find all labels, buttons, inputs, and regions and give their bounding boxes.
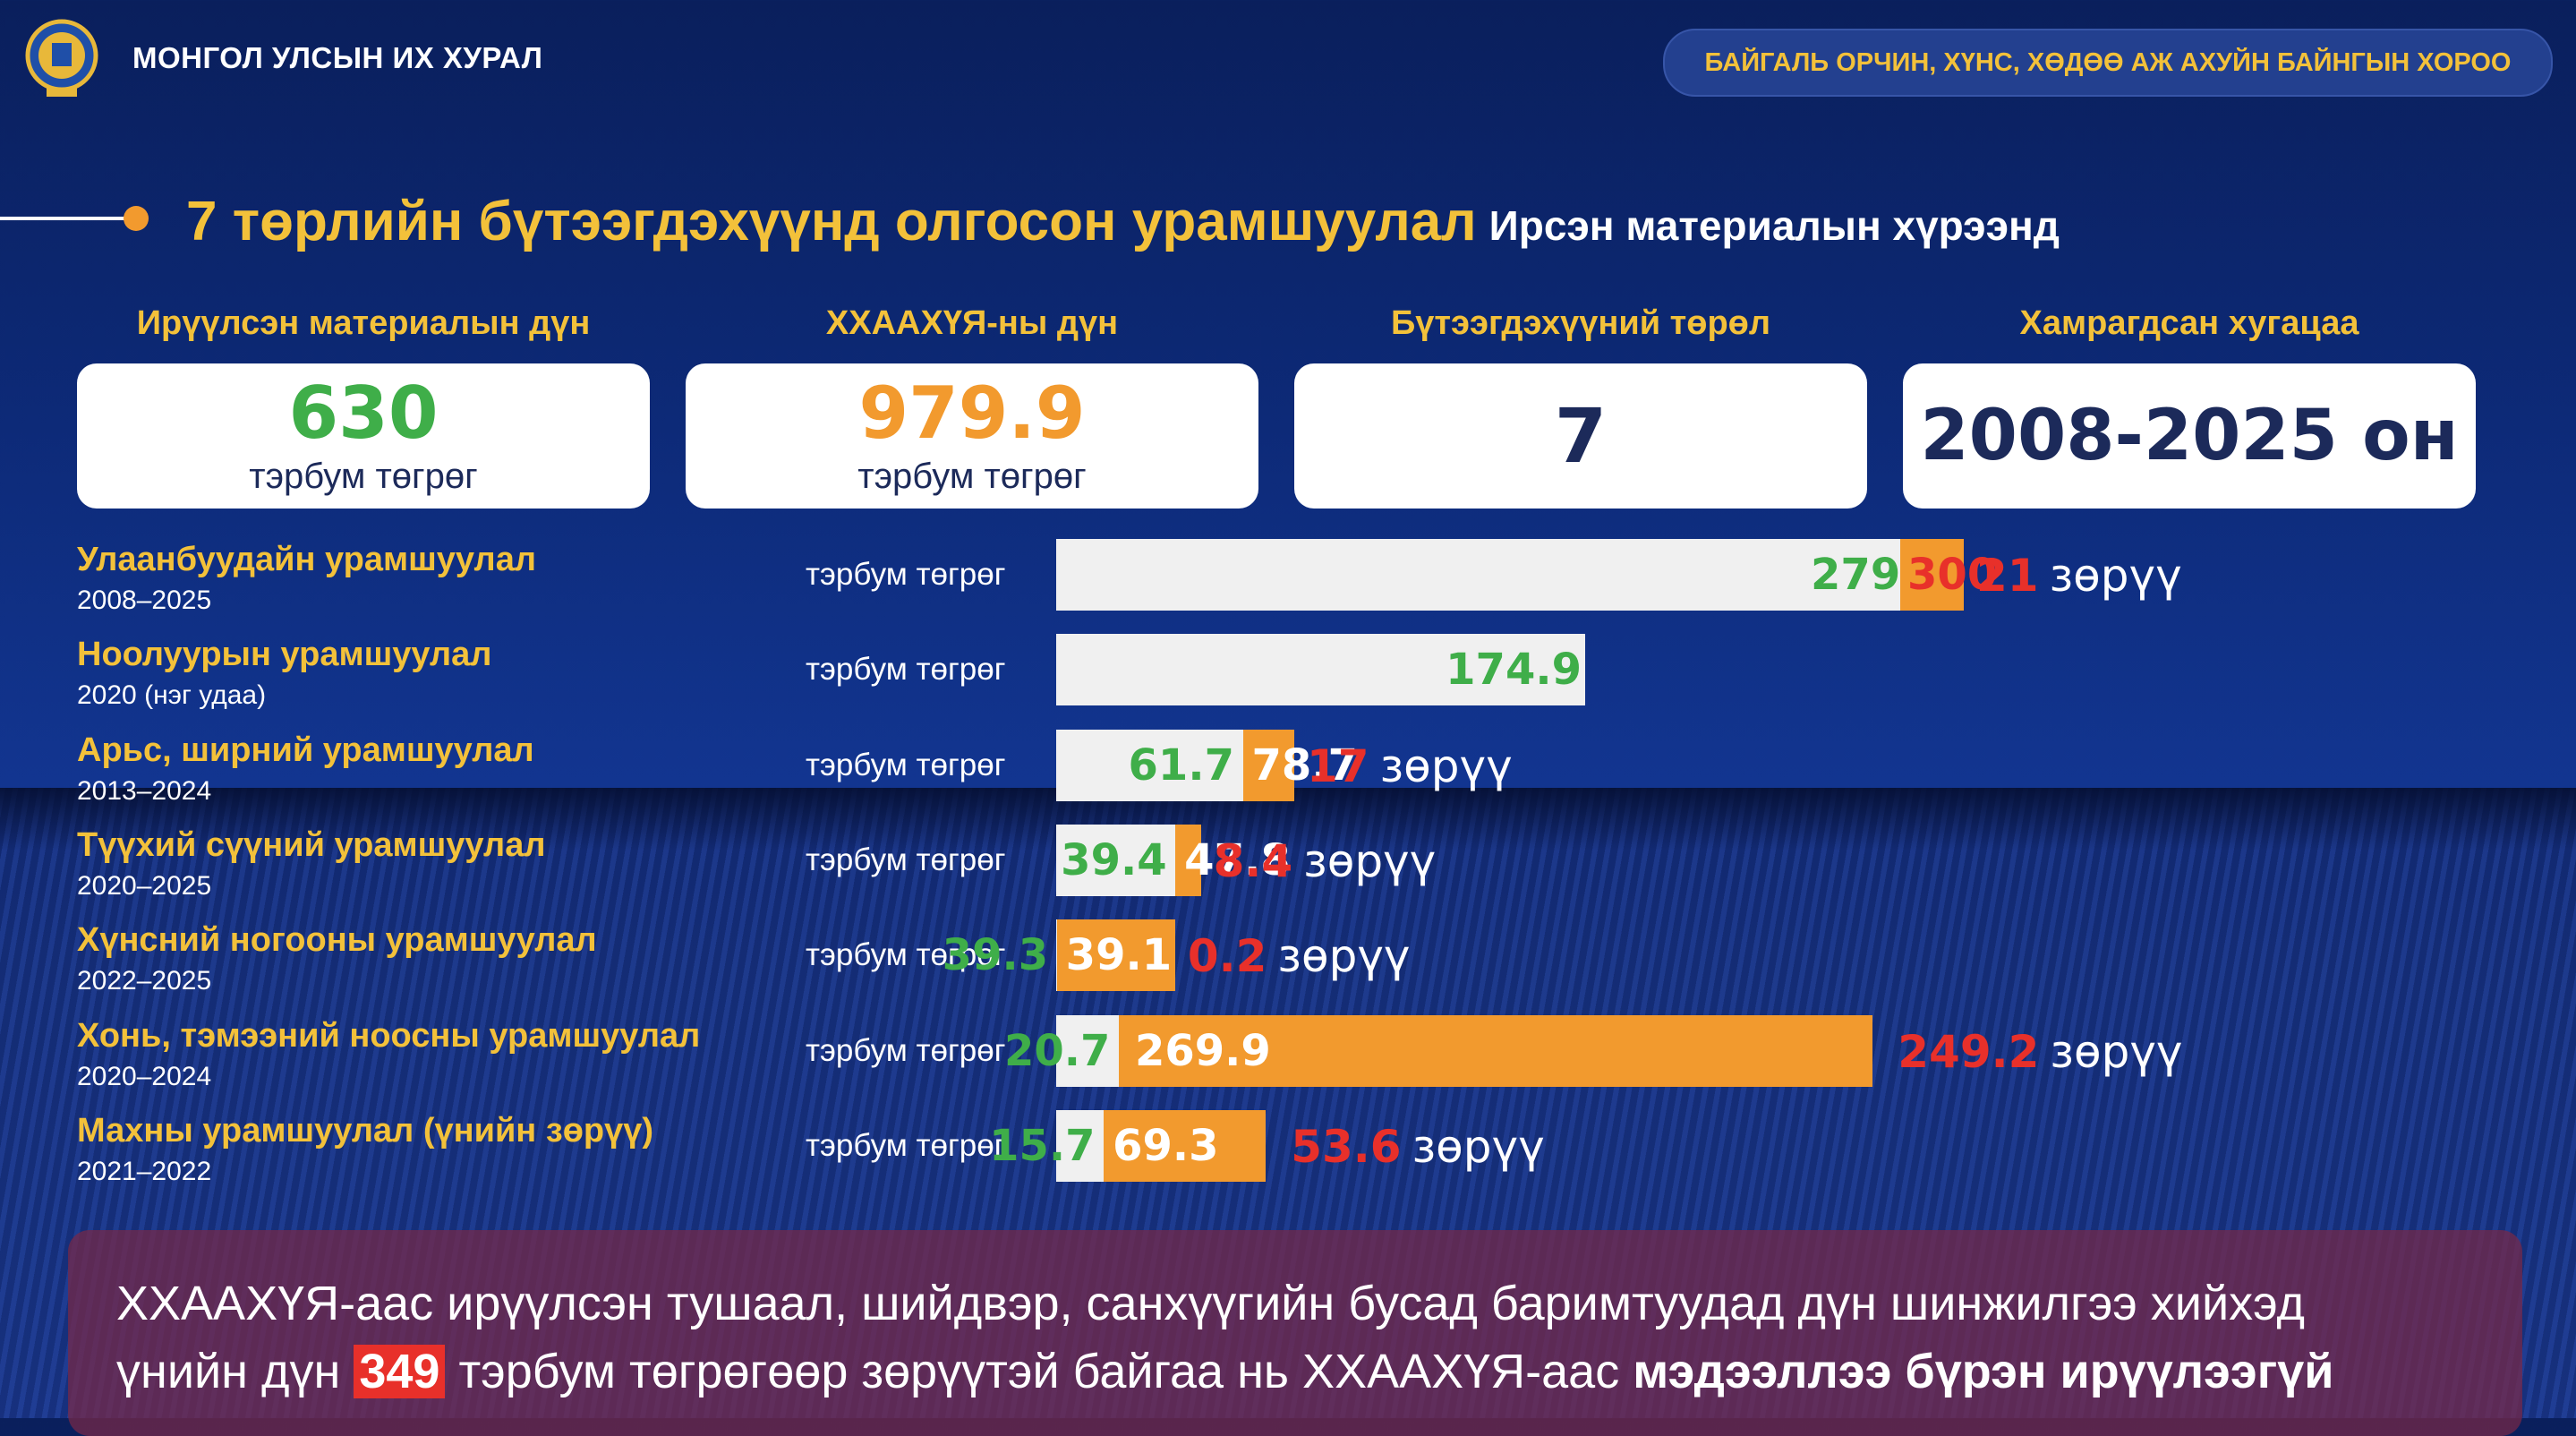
state-emblem-icon [25,19,98,97]
row-unit-label: тэрбум төгрөг [806,652,1006,688]
row-period: 2020–2025 [77,870,212,901]
row-period: 2013–2024 [77,775,212,806]
difference-value: 0.2 [1187,930,1267,983]
difference-word: зөрүү [2049,550,2182,602]
row-name: Ноолуурын урамшуулал [77,636,492,674]
bar-value-submitted: 39.4 [1061,834,1167,885]
bar-track [1056,634,1586,706]
bar-value-submitted: 279 [1811,550,1901,600]
difference-word: зөрүү [1277,930,1411,983]
row-unit-label: тэрбум төгрөг [806,1127,1006,1163]
difference-label: 0.2 зөрүү [1188,930,1411,982]
kpi-value-submitted: 630 [288,372,439,455]
page-title-main: 7 төрлийн бүтээгдэхүүнд олгосон урамшуул… [186,191,1477,252]
bar-value-ministry: 300 [1907,550,1998,600]
conclusion-text: ХХААХҮЯ-аас ирүүлсэн тушаал, шийдвэр, са… [116,1269,2533,1406]
row-name: Хүнсний ногооны урамшуулал [77,921,597,960]
kpi-label-ministry: ХХААХҮЯ-ны дүн [825,304,1119,342]
bar-value-ministry: 47.8 [1184,834,1291,885]
bar-value-submitted: 15.7 [989,1120,1096,1171]
row-unit-label: тэрбум төгрөг [806,937,1006,973]
kpi-card-period: 2008-2025 он [1903,363,2476,509]
page-title-sub: Ирсэн материалын хүрээнд [1488,202,2060,249]
bar-segment-ministry [1175,824,1201,896]
row-unit-label: тэрбум төгрөг [806,1032,1006,1068]
kpi-card-submitted: 630 тэрбум төгрөг [77,363,650,509]
kpi-value-period: 2008-2025 он [1920,396,2459,476]
kpi-label-submitted: Ирүүлсэн материалын дүн [136,304,591,342]
kpi-label-product-types: Бүтээгдэхүүний төрөл [1390,304,1771,342]
bar-value-submitted: 174.9 [1446,645,1582,696]
difference-value: 17 [1307,739,1369,792]
bar-segment-ministry [1900,539,1964,611]
bar-value-submitted: 20.7 [1003,1025,1111,1076]
committee-badge: БАЙГАЛЬ ОРЧИН, ХҮНС, ХӨДӨӨ АЖ АХУЙН БАЙН… [1663,29,2553,97]
conclusion-line-1: ХХААХҮЯ-аас ирүүлсэн тушаал, шийдвэр, са… [116,1277,2306,1330]
difference-label: 21 зөрүү [1976,550,2182,602]
kpi-card-ministry: 979.9 тэрбум төгрөг [686,363,1258,509]
kpi-value-product-types: 7 [1554,392,1608,480]
row-name: Арьс, ширний урамшуулал [77,731,534,769]
kpi-value-ministry: 979.9 [858,372,1086,455]
difference-word: зөрүү [1412,1120,1545,1173]
difference-value: 21 [1976,550,2039,602]
row-name: Улаанбуудайн урамшуулал [77,541,536,578]
bar-segment-ministry [1242,729,1294,801]
difference-word: зөрүү [1379,739,1513,792]
title-accent-dot [124,206,149,231]
kpi-unit-ministry: тэрбум төгрөг [857,457,1087,496]
bar-value-ministry: 78.7 [1251,739,1358,791]
kpi-label-period: Хамрагдсан хугацаа [2019,304,2359,342]
conclusion-highlight-value: 349 [354,1345,446,1398]
kpi-card-product-types: 7 [1294,363,1867,509]
row-unit-label: тэрбум төгрөг [806,557,1006,592]
kpi-unit-submitted: тэрбум төгрөг [249,457,478,496]
page-title: 7 төрлийн бүтээгдэхүүнд олгосон урамшуул… [186,190,2060,253]
row-name: Махны урамшуулал (үнийн зөрүү) [77,1111,654,1150]
row-period: 2021–2022 [77,1156,212,1186]
org-name: МОНГОЛ УЛСЫН ИХ ХУРАЛ [132,41,543,74]
row-period: 2022–2025 [77,966,212,996]
bar-value-ministry: 69.3 [1113,1120,1219,1171]
conclusion-line-2-bold: мэдээллээ бүрэн ирүүлээгүй [1633,1345,2334,1398]
difference-word: зөрүү [2050,1025,2183,1078]
difference-value: 249.2 [1898,1025,2040,1078]
bar-value-submitted: 39.3 [942,930,1049,981]
bar-segment-ministry [1056,919,1175,992]
bar-segment-ministry [1104,1109,1267,1182]
conclusion-banner [68,1230,2522,1436]
bar-value-submitted: 61.7 [1128,739,1234,791]
row-name: Түүхий сүүний урамшуулал [77,825,546,864]
difference-value: 8.4 [1213,834,1293,887]
row-unit-label: тэрбум төгрөг [806,842,1006,877]
row-period: 2020–2024 [77,1061,212,1091]
row-unit-label: тэрбум төгрөг [806,747,1006,782]
difference-value: 53.6 [1291,1120,1402,1173]
difference-label: 53.6 зөрүү [1291,1121,1544,1173]
difference-label: 8.4 зөрүү [1214,835,1437,887]
bar-segment-ministry [1118,1014,1873,1087]
difference-label: 249.2 зөрүү [1898,1026,2182,1078]
row-period: 2008–2025 [77,586,212,615]
bar-track [1056,539,1964,611]
conclusion-line-2-mid: тэрбум төгрөгөөр зөрүүтэй байгаа нь ХХАА… [458,1345,1620,1398]
title-accent-line [0,217,125,220]
row-name: Хонь, тэмээний ноосны урамшуулал [77,1016,701,1055]
bar-value-ministry: 39.1 [1065,930,1173,981]
difference-word: зөрүү [1303,834,1437,887]
row-period: 2020 (нэг удаа) [77,680,267,711]
conclusion-line-2-start: үнийн дүн [116,1345,341,1398]
difference-label: 17 зөрүү [1307,740,1513,792]
bar-value-ministry: 269.9 [1134,1025,1271,1076]
